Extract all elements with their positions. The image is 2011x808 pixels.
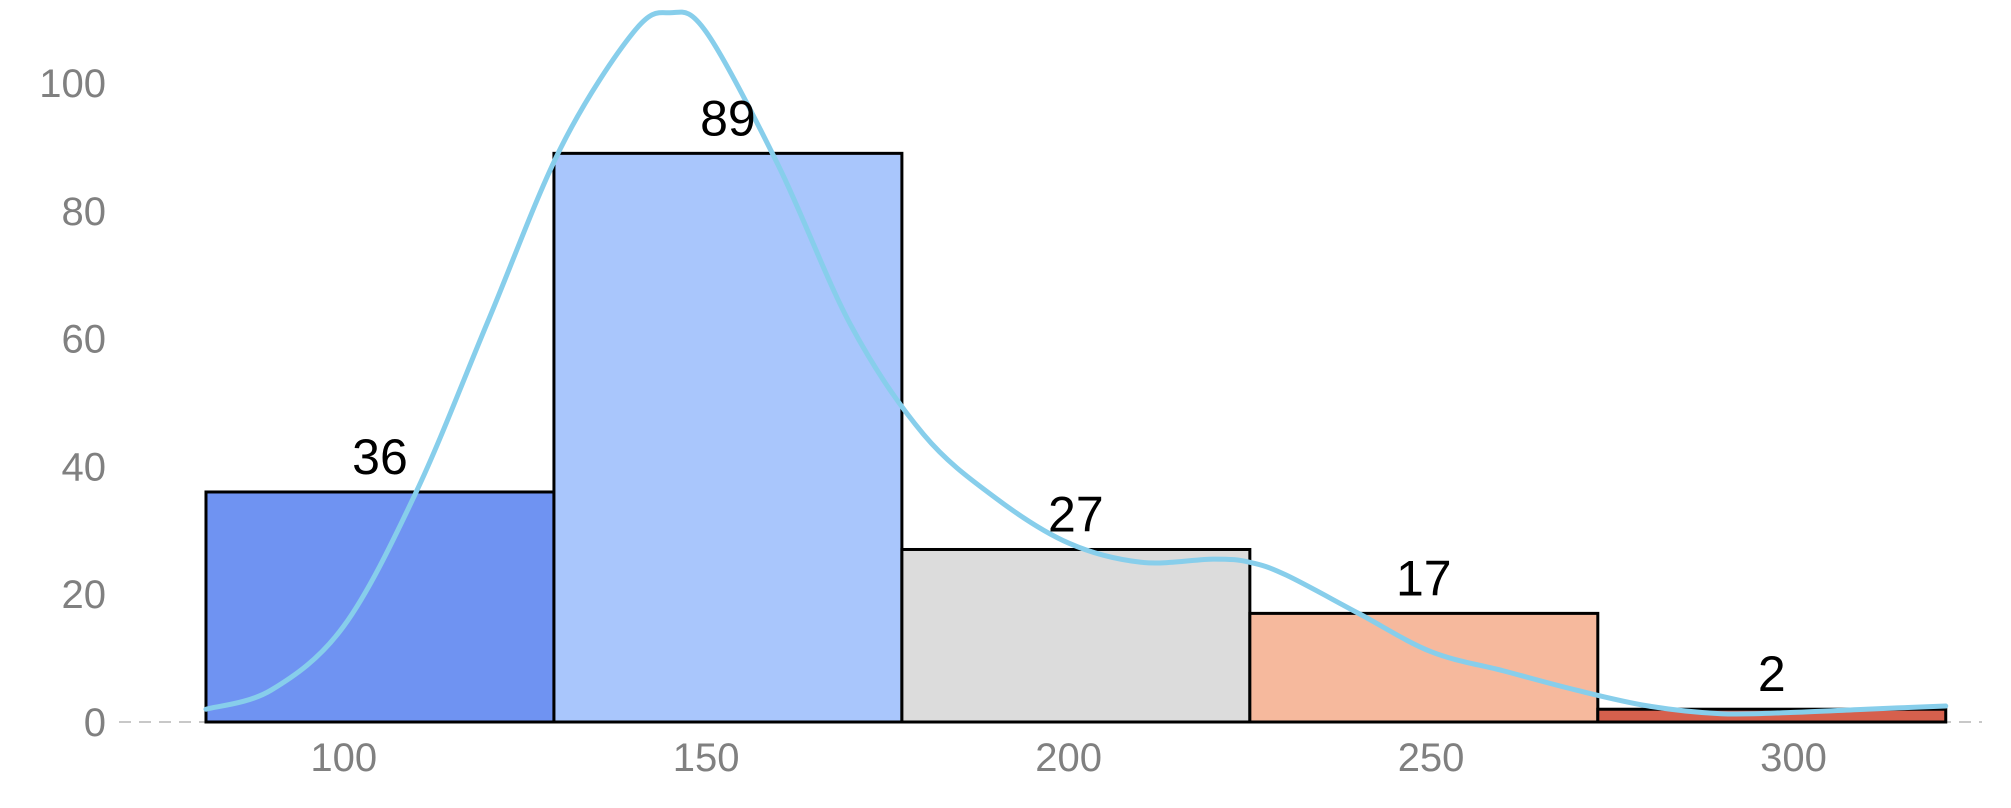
x-tick-label: 200	[1035, 736, 1102, 780]
y-tick-label: 60	[62, 318, 107, 362]
histogram-bar	[204, 490, 556, 724]
histogram-bar	[1248, 611, 1600, 724]
x-axis-tick-labels: 100 150 200 250 300	[310, 736, 1827, 780]
histogram-bar	[552, 151, 904, 724]
bar-value-label: 17	[1396, 550, 1452, 606]
y-tick-label: 20	[62, 573, 107, 617]
y-tick-label: 80	[62, 190, 107, 234]
x-tick-label: 250	[1398, 736, 1465, 780]
y-tick-label: 100	[39, 62, 106, 106]
bar-value-label: 2	[1758, 646, 1786, 702]
y-axis-tick-labels: 0 20 40 60 80 100	[39, 62, 106, 745]
x-tick-label: 300	[1760, 736, 1827, 780]
bar-value-label: 36	[352, 429, 408, 485]
histogram-bars	[204, 151, 1948, 724]
bar-value-labels: 36 89 27 17 2	[352, 90, 1786, 702]
y-tick-label: 0	[84, 701, 106, 745]
histogram-bar	[900, 547, 1252, 724]
bar-value-label: 89	[700, 90, 756, 146]
density-curve	[203, 9, 1949, 717]
bar-value-label: 27	[1048, 486, 1104, 542]
y-tick-label: 40	[62, 445, 107, 489]
x-tick-label: 150	[673, 736, 740, 780]
x-tick-label: 100	[310, 736, 377, 780]
